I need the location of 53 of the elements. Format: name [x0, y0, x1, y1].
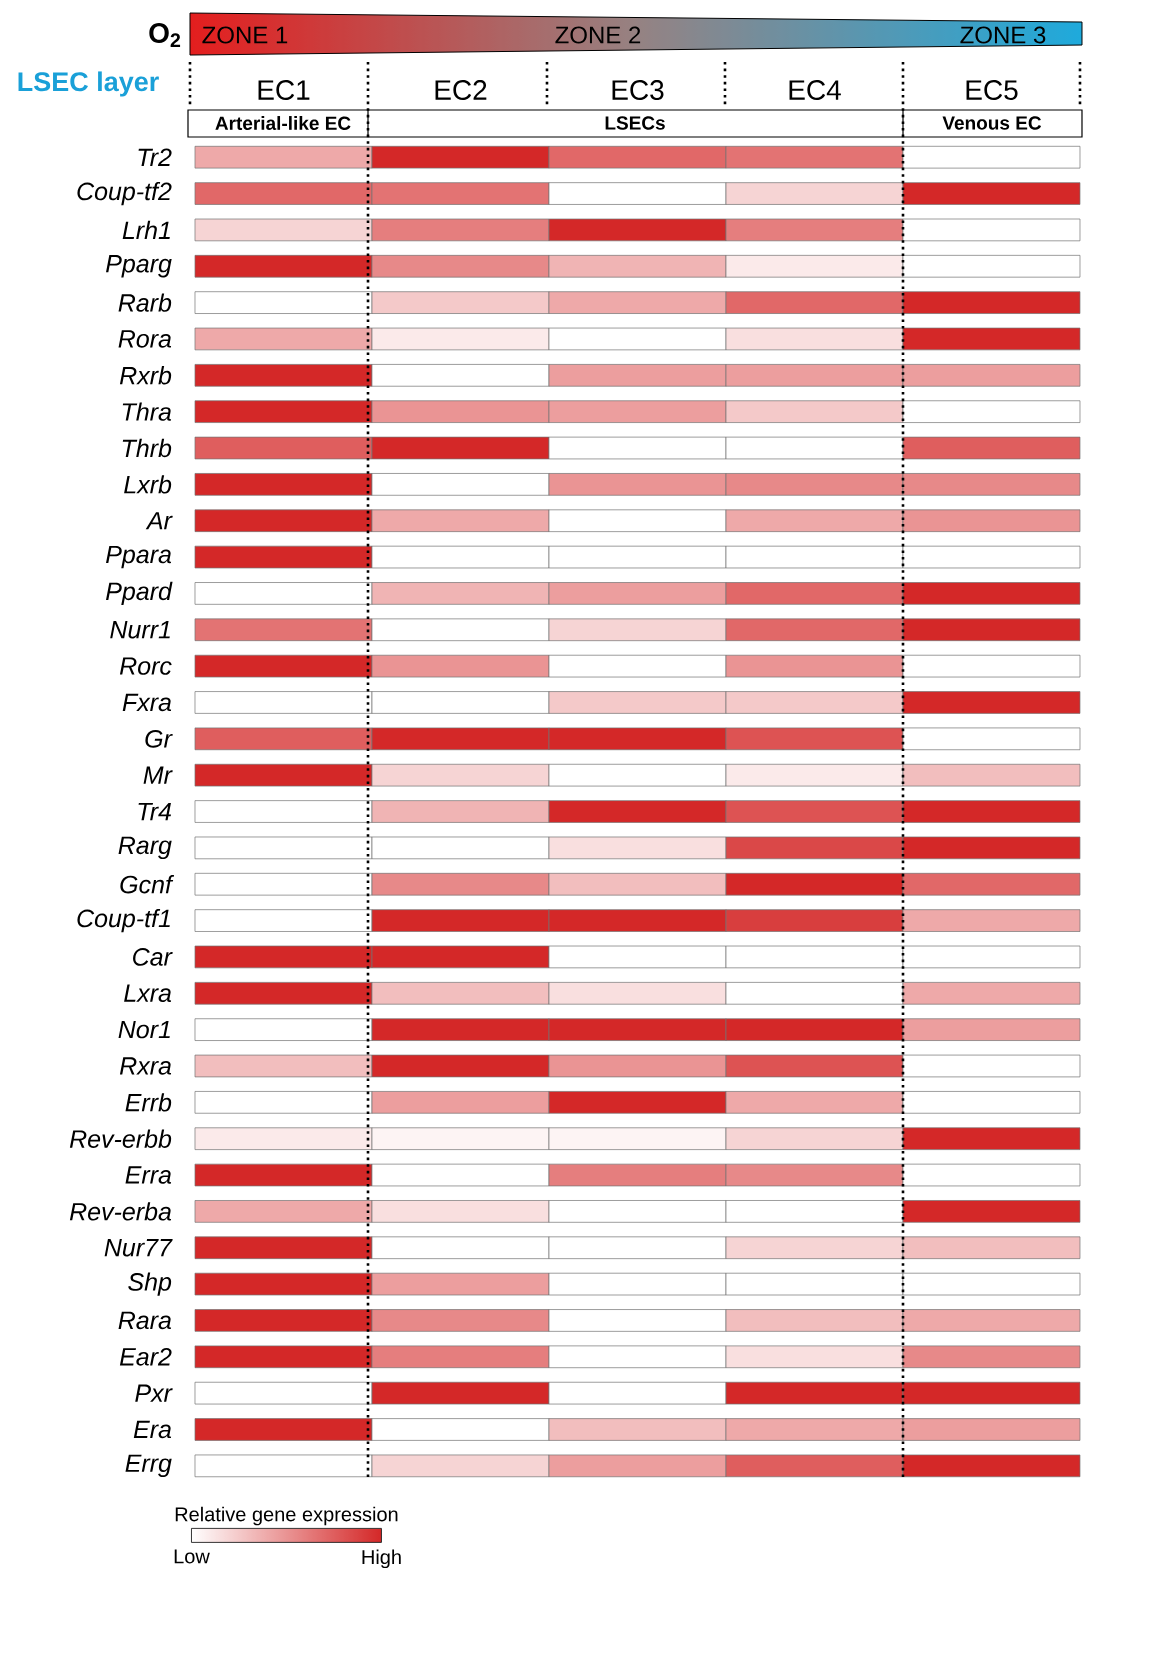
- y-tick-label: Gr: [145, 730, 173, 748]
- y-tick-label: Rara: [118, 1311, 172, 1330]
- text: Venous EC: [942, 116, 1042, 130]
- y-tick-label: Era: [133, 1420, 172, 1439]
- y-tick-label: Pparg: [106, 255, 172, 278]
- text: LSECs: [605, 116, 665, 130]
- y-tick-label: Tr2: [138, 148, 172, 166]
- y-tick-label: Ear2: [119, 1347, 172, 1366]
- y-tick-label: Rarb: [118, 293, 172, 312]
- y-tick-label: Nor1: [118, 1020, 170, 1039]
- y-tick-label: Rxra: [119, 1057, 172, 1075]
- y-tick-label: Rxrb: [119, 366, 172, 385]
- text: LSEC layer: [18, 71, 159, 97]
- text: ZONE 3: [960, 26, 1046, 44]
- y-tick-label: Rorc: [119, 657, 172, 675]
- text: ZONE 1: [202, 26, 288, 44]
- y-tick-label: Fxra: [122, 693, 172, 712]
- y-tick-label: Rev-erba: [69, 1202, 172, 1221]
- y-tick-label: Pxr: [135, 1384, 173, 1402]
- y-tick-label: Tr4: [138, 802, 171, 821]
- y-tick-label: Rarg: [118, 836, 172, 860]
- y-tick-label: Thrb: [122, 438, 172, 458]
- x-tick-label: EC5: [966, 80, 1018, 100]
- y-tick-label: Shp: [128, 1272, 172, 1296]
- y-tick-label: Mr: [143, 766, 173, 784]
- y-tick-label: Coup-tf2: [77, 181, 172, 206]
- y-tick-label: Rora: [118, 330, 172, 348]
- color-bar-label: High: [362, 1549, 401, 1569]
- x-tick-label: EC3: [612, 80, 664, 100]
- y-tick-label: Car: [133, 948, 173, 966]
- y-tick-label: Nurr1: [110, 621, 170, 639]
- x-tick-label: EC2: [435, 80, 487, 100]
- color-bar-label: Low: [174, 1549, 210, 1564]
- text: O$_{2}$: [149, 23, 181, 47]
- y-tick-label: Errb: [125, 1093, 172, 1112]
- y-tick-label: Lxrb: [124, 475, 172, 494]
- y-tick-label: Ppard: [106, 581, 173, 606]
- y-tick-label: Errg: [125, 1454, 172, 1478]
- y-tick-label: Nur77: [104, 1239, 173, 1257]
- text: Arterial-like EC: [215, 116, 351, 130]
- y-tick-label: Lxra: [124, 984, 172, 1003]
- x-tick-label: EC4: [789, 80, 841, 100]
- y-tick-label: Thra: [122, 402, 172, 421]
- y-tick-label: Rev-erbb: [69, 1129, 172, 1148]
- color-bar-title: Relative gene expression: [175, 1506, 398, 1526]
- text: ZONE 2: [555, 26, 641, 44]
- y-tick-label: Erra: [125, 1166, 172, 1184]
- y-tick-label: Gcnf: [120, 875, 175, 894]
- y-tick-label: Lrh1: [122, 220, 170, 239]
- x-tick-label: EC1: [258, 80, 310, 100]
- y-tick-label: Ar: [145, 512, 173, 530]
- y-tick-label: Ppara: [106, 545, 172, 569]
- y-tick-label: Coup-tf1: [77, 908, 170, 933]
